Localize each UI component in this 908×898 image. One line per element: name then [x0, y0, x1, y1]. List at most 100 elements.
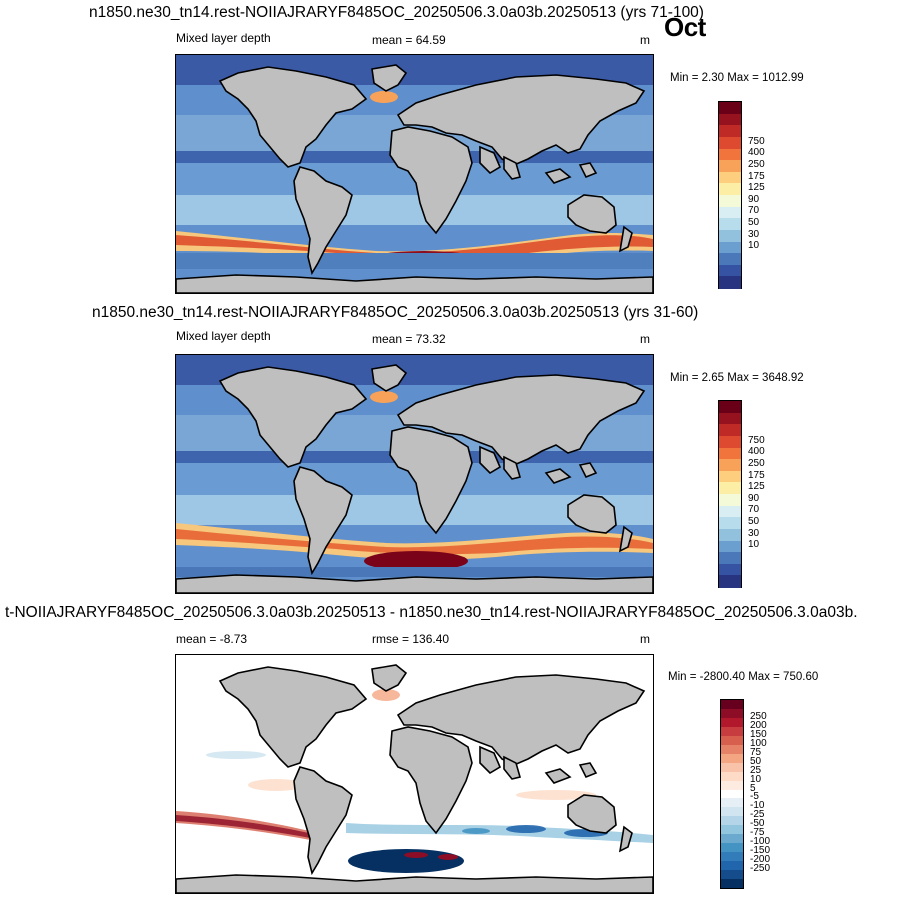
colorbar-swatch: [721, 798, 743, 808]
colorbar-tick-label: 50: [748, 516, 760, 528]
colorbar-swatch: [719, 424, 741, 437]
colorbar-tick-label: 200: [750, 719, 767, 731]
colorbar-swatch: [719, 148, 741, 161]
panel2-map: [175, 354, 654, 594]
colorbar-tick-label: 250: [748, 158, 765, 170]
colorbar-swatch: [719, 241, 741, 254]
colorbar-tick-label: 250: [748, 457, 765, 469]
colorbar-tick-label: 150: [750, 728, 767, 740]
colorbar-swatch: [719, 229, 741, 242]
colorbar-tick-label: -25: [750, 809, 765, 821]
colorbar-tick-label: 50: [748, 217, 760, 229]
colorbar-swatch: [721, 789, 743, 799]
colorbar-tick-label: 125: [748, 481, 765, 493]
colorbar-swatch: [719, 540, 741, 553]
colorbar-swatch: [719, 412, 741, 425]
colorbar-tick-label: 10: [748, 240, 760, 252]
colorbar-swatch: [721, 834, 743, 844]
colorbar-swatch: [719, 253, 741, 266]
panel3-minmax: Min = -2800.40 Max = 750.60: [668, 671, 819, 683]
colorbar-swatch: [719, 160, 741, 173]
colorbar-tick-label: -250: [750, 863, 771, 875]
panel2-center-label: mean = 73.32: [372, 332, 446, 346]
colorbar-tick-label: 100: [750, 737, 767, 749]
colorbar-swatch: [719, 218, 741, 231]
colorbar-tick-label: 25: [750, 764, 762, 776]
colorbar-tick-label: 5: [750, 782, 756, 794]
colorbar-swatch: [721, 870, 743, 880]
colorbar-swatch: [721, 825, 743, 835]
panel3-center-label: rmse = 136.40: [372, 632, 450, 646]
panel2-minmax: Min = 2.65 Max = 3648.92: [670, 372, 804, 384]
colorbar-swatch: [719, 482, 741, 495]
colorbar-tick-label: 750: [748, 434, 765, 446]
colorbar-tick-label: 400: [748, 446, 765, 458]
colorbar-swatch: [719, 136, 741, 149]
colorbar-swatch: [721, 843, 743, 853]
colorbar-swatch: [719, 505, 741, 518]
colorbar-tick-label: 90: [748, 492, 760, 504]
colorbar-swatch: [719, 459, 741, 472]
colorbar-swatch: [719, 470, 741, 483]
colorbar-swatch: [721, 708, 743, 719]
colorbar-swatch: [721, 861, 743, 871]
colorbar-tick-label: 90: [748, 193, 760, 205]
colorbar-swatch: [721, 735, 743, 746]
panel2-colorbar: [718, 400, 742, 588]
colorbar-tick-label: 175: [748, 170, 765, 182]
colorbar-tick-label: 30: [748, 228, 760, 240]
colorbar-swatch: [719, 528, 741, 541]
panel3-units: m: [640, 632, 650, 646]
colorbar-swatch: [719, 171, 741, 184]
colorbar-swatch: [719, 563, 741, 576]
panel1-minmax: Min = 2.30 Max = 1012.99: [670, 72, 804, 84]
colorbar-swatch: [721, 762, 743, 773]
colorbar-swatch: [719, 102, 741, 115]
panel3-map: [175, 654, 654, 894]
colorbar-tick-label: -100: [750, 836, 771, 848]
colorbar-tick-label: -50: [750, 818, 765, 830]
panel1-left-label: Mixed layer depth: [176, 31, 271, 45]
colorbar-swatch: [719, 517, 741, 530]
colorbar-tick-label: 70: [748, 504, 760, 516]
colorbar-swatch: [719, 113, 741, 126]
colorbar-tick-label: 70: [748, 205, 760, 217]
colorbar-tick-label: 50: [750, 755, 762, 767]
colorbar-tick-label: -200: [750, 854, 771, 866]
colorbar-swatch: [719, 264, 741, 277]
panel1-map: [175, 54, 654, 294]
panel1-units: m: [640, 33, 650, 47]
colorbar-swatch: [721, 780, 743, 790]
colorbar-swatch: [719, 195, 741, 208]
colorbar-swatch: [719, 447, 741, 460]
colorbar-swatch: [721, 771, 743, 782]
colorbar-swatch: [721, 744, 743, 755]
colorbar-swatch: [719, 183, 741, 196]
colorbar-swatch: [721, 879, 743, 889]
colorbar-swatch: [721, 717, 743, 728]
colorbar-swatch: [721, 726, 743, 737]
colorbar-swatch: [719, 494, 741, 507]
colorbar-tick-label: -10: [750, 800, 765, 812]
colorbar-tick-label: 400: [748, 147, 765, 159]
colorbar-tick-label: 10: [748, 539, 760, 551]
colorbar-tick-label: 10: [750, 773, 762, 785]
colorbar-swatch: [719, 125, 741, 138]
colorbar-swatch: [721, 753, 743, 764]
colorbar-tick-label: -75: [750, 827, 765, 839]
colorbar-tick-label: 125: [748, 182, 765, 194]
panel3-left-label: mean = -8.73: [176, 632, 248, 646]
colorbar-tick-label: 750: [748, 135, 765, 147]
colorbar-tick-label: -5: [750, 791, 759, 803]
colorbar-tick-label: 250: [750, 710, 767, 722]
colorbar-tick-label: 75: [750, 746, 762, 758]
colorbar-swatch: [721, 852, 743, 862]
colorbar-tick-label: 30: [748, 527, 760, 539]
panel2-title: n1850.ne30_tn14.rest-NOIIAJRARYF8485OC_2…: [92, 304, 699, 321]
month-label: Oct: [664, 12, 706, 42]
panel3-colorbar: [720, 699, 744, 889]
colorbar-tick-label: -150: [750, 845, 771, 857]
colorbar-swatch: [721, 816, 743, 826]
colorbar-swatch: [721, 700, 743, 710]
panel2-units: m: [640, 332, 650, 346]
